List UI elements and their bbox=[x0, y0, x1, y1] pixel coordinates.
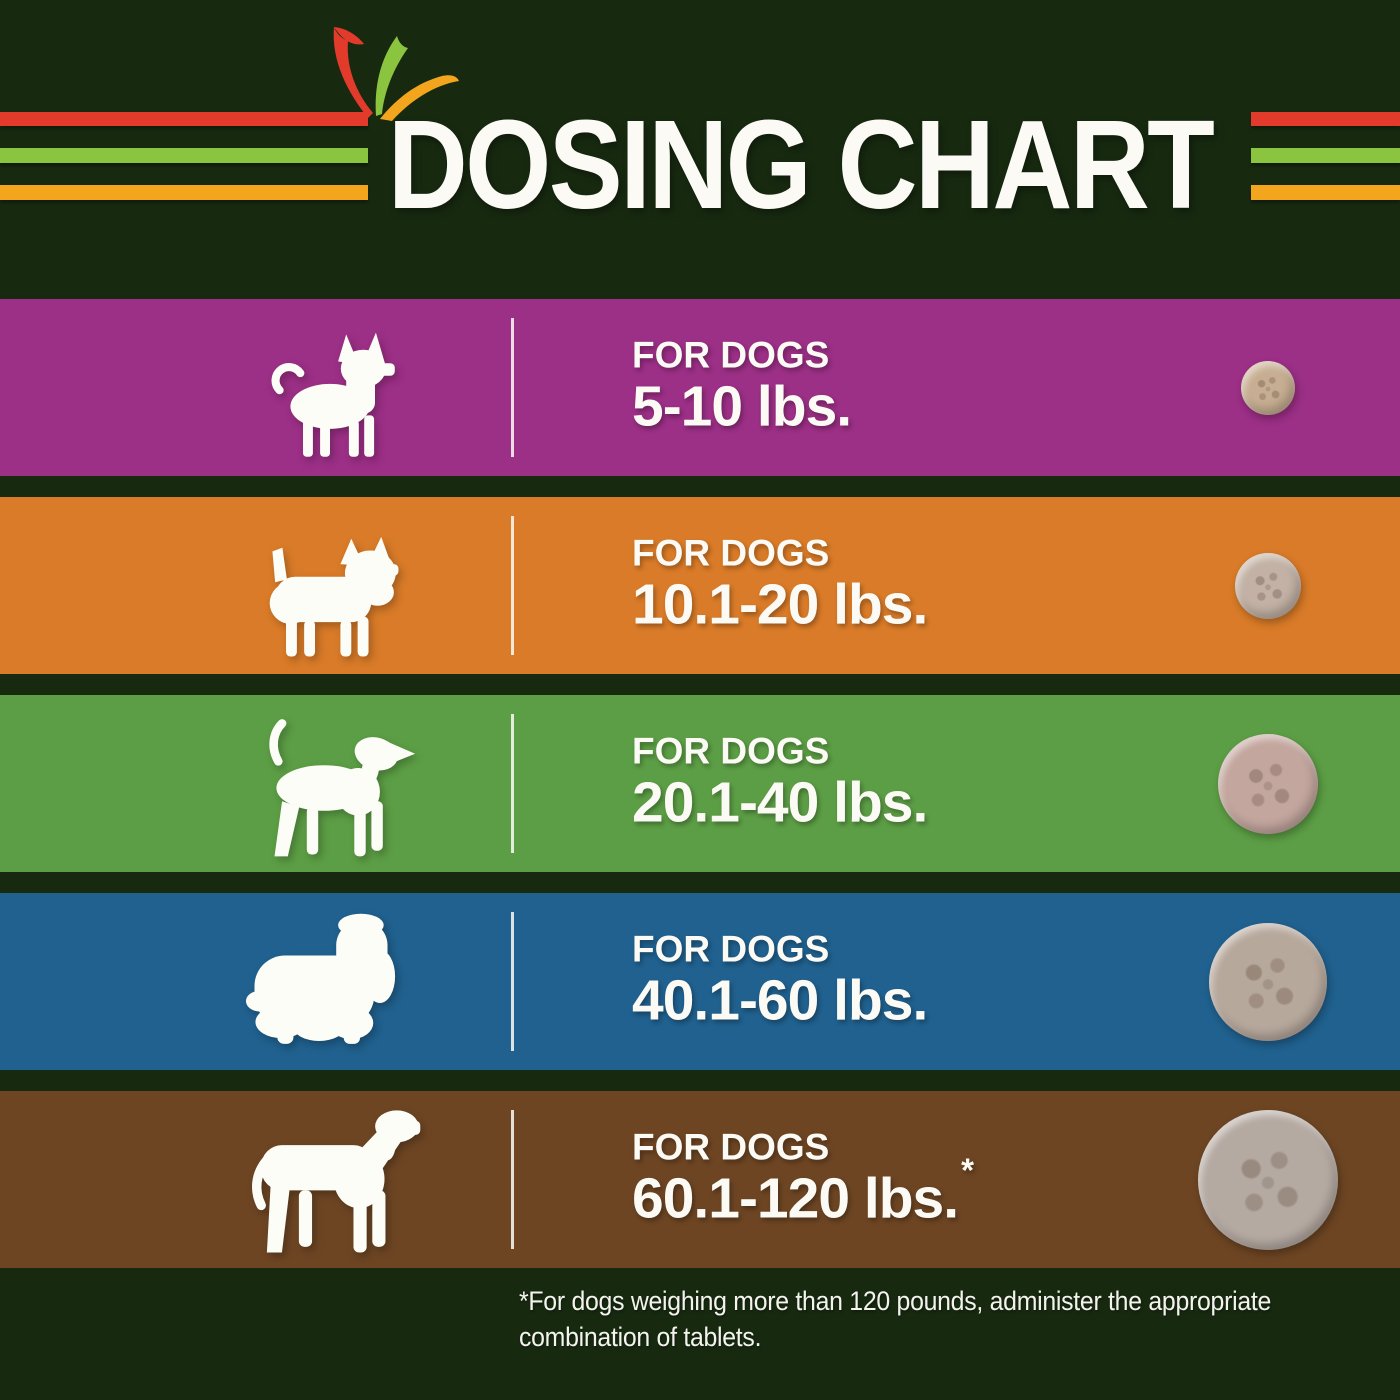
band-weight-range: 5-10 lbs. bbox=[632, 374, 854, 440]
weight-text: 5-10 lbs. bbox=[632, 374, 852, 439]
divider-line bbox=[511, 516, 514, 655]
footnote-line-1: *For dogs weighing more than 120 pounds,… bbox=[519, 1286, 1272, 1316]
terrier-dog-silhouette-icon bbox=[269, 536, 399, 657]
dose-band-10-20: FOR DOGS 10.1-20 lbs. bbox=[0, 497, 1400, 674]
tablet-image bbox=[1235, 552, 1301, 619]
toy-dog-silhouette-icon bbox=[271, 332, 395, 457]
page-title: DOSING CHART bbox=[387, 94, 1215, 235]
tablet-image bbox=[1241, 360, 1295, 415]
band-kicker: FOR DOGS bbox=[632, 532, 830, 574]
band-weight-range: 10.1-20 lbs. bbox=[632, 572, 930, 638]
divider-line bbox=[511, 318, 514, 457]
left-stripe-gold bbox=[0, 185, 368, 200]
band-kicker: FOR DOGS bbox=[632, 1126, 830, 1168]
left-stripe-green bbox=[0, 148, 368, 163]
weight-text: 40.1-60 lbs. bbox=[632, 968, 928, 1033]
band-weight-range: 40.1-60 lbs. bbox=[632, 968, 930, 1034]
weight-text: 10.1-20 lbs. bbox=[632, 572, 928, 637]
shaggy-dog-silhouette-icon bbox=[245, 913, 396, 1044]
right-stripe-gold bbox=[1251, 185, 1400, 200]
asterisk-mark: * bbox=[961, 1152, 974, 1190]
weight-text: 20.1-40 lbs. bbox=[632, 770, 928, 835]
band-label: FOR DOGS 5-10 lbs. bbox=[632, 335, 854, 440]
dose-band-40-60: FOR DOGS 40.1-60 lbs. bbox=[0, 893, 1400, 1070]
beagle-dog-silhouette-icon bbox=[269, 719, 416, 857]
divider-line bbox=[511, 1110, 514, 1249]
dose-band-20-40: FOR DOGS 20.1-40 lbs. bbox=[0, 695, 1400, 872]
right-stripe-red bbox=[1251, 112, 1400, 126]
left-stripe-red bbox=[0, 112, 368, 126]
band-kicker: FOR DOGS bbox=[632, 334, 830, 376]
band-label: FOR DOGS 40.1-60 lbs. bbox=[632, 929, 930, 1034]
footnote-line-2: combination of tablets. bbox=[519, 1322, 762, 1353]
tablet-image bbox=[1218, 733, 1318, 834]
band-kicker: FOR DOGS bbox=[632, 928, 830, 970]
band-kicker: FOR DOGS bbox=[632, 730, 830, 772]
band-label: FOR DOGS 60.1-120 lbs.* bbox=[632, 1126, 974, 1232]
weight-text: 60.1-120 lbs. bbox=[632, 1166, 959, 1231]
tablet-image bbox=[1198, 1109, 1338, 1250]
footnote: *For dogs weighing more than 120 pounds,… bbox=[519, 1283, 1271, 1356]
band-weight-range: 60.1-120 lbs.* bbox=[632, 1152, 974, 1232]
band-weight-range: 20.1-40 lbs. bbox=[632, 770, 930, 836]
right-stripe-green bbox=[1251, 148, 1400, 163]
dose-band-5-10: FOR DOGS 5-10 lbs. bbox=[0, 299, 1400, 476]
brand-swoosh-logo-icon bbox=[333, 27, 459, 121]
tablet-image bbox=[1209, 922, 1327, 1041]
large-dog-silhouette-icon bbox=[252, 1110, 421, 1253]
divider-line bbox=[511, 714, 514, 853]
dose-band-60-120: FOR DOGS 60.1-120 lbs.* bbox=[0, 1091, 1400, 1268]
band-label: FOR DOGS 20.1-40 lbs. bbox=[632, 731, 930, 836]
band-label: FOR DOGS 10.1-20 lbs. bbox=[632, 533, 930, 638]
divider-line bbox=[511, 912, 514, 1051]
